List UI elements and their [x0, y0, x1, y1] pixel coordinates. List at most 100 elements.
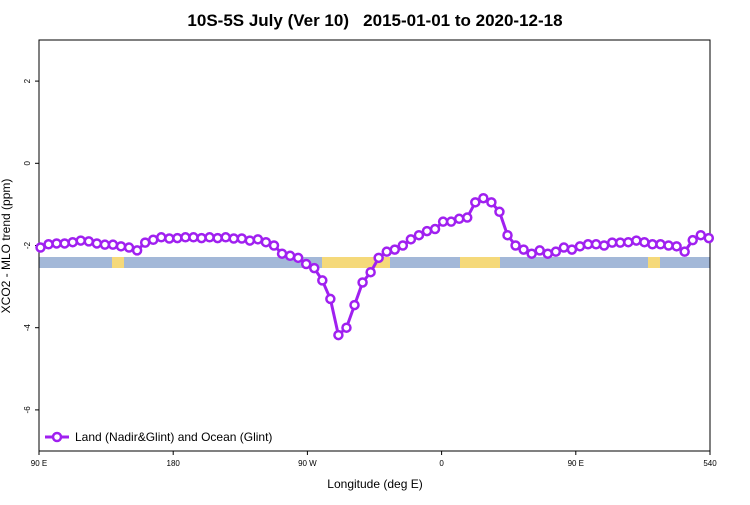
data-point: [180, 232, 191, 243]
data-point: [381, 246, 392, 257]
data-point: [534, 245, 545, 256]
data-point: [598, 240, 610, 251]
data-point: [333, 329, 344, 341]
data-point: [309, 262, 320, 274]
data-point: [510, 240, 521, 251]
data-point: [139, 237, 151, 248]
data-point: [75, 235, 87, 246]
legend-marker: [51, 431, 63, 443]
data-point: [671, 241, 682, 252]
data-point: [461, 212, 473, 223]
data-point: [389, 244, 401, 255]
data-point: [365, 266, 376, 278]
data-point: [397, 240, 409, 251]
land-band: [648, 257, 660, 268]
data-point: [67, 236, 78, 248]
data-point: [518, 244, 529, 255]
data-point: [236, 233, 248, 244]
data-point: [172, 232, 183, 244]
data-point: [107, 239, 119, 250]
data-point: [486, 197, 497, 208]
legend-label: Land (Nadir&Glint) and Ocean (Glint): [75, 430, 272, 444]
data-point: [51, 238, 62, 249]
data-point: [478, 192, 489, 204]
x-tick-label: 540: [703, 459, 717, 468]
data-point: [494, 206, 505, 218]
data-point: [582, 239, 594, 250]
data-point: [35, 242, 46, 253]
data-point: [357, 277, 368, 288]
data-point: [590, 239, 602, 250]
data-point: [341, 322, 352, 333]
data-point: [212, 232, 223, 244]
data-point: [695, 229, 707, 241]
data-point: [413, 229, 425, 241]
y-tick-label: 2: [23, 78, 32, 83]
data-point: [655, 239, 666, 250]
data-point: [437, 216, 449, 227]
data-point: [574, 241, 586, 252]
data-point: [83, 236, 95, 247]
data-point: [156, 232, 167, 243]
x-tick-label: 0: [439, 459, 444, 468]
y-axis-label: XCO2 - MLO trend (ppm): [0, 179, 13, 314]
y-tick-label: 0: [23, 161, 32, 166]
data-point: [550, 246, 562, 257]
data-point: [284, 250, 296, 262]
data-point: [59, 238, 70, 249]
data-point: [542, 248, 554, 259]
data-point: [268, 240, 280, 251]
chart-title: 10S-5S July (Ver 10) 2015-01-01 to 2020-…: [187, 11, 562, 30]
data-point: [115, 241, 127, 252]
data-point: [244, 235, 256, 246]
data-point: [429, 223, 441, 235]
y-tick-label: -4: [23, 324, 32, 332]
data-point: [502, 229, 513, 241]
data-point: [300, 258, 312, 270]
data-point: [292, 252, 304, 264]
land-band: [460, 257, 500, 268]
y-tick-label: -2: [23, 241, 32, 249]
x-tick-label: 90 E: [31, 459, 47, 468]
data-point: [566, 244, 578, 255]
data-point: [164, 233, 175, 244]
data-point: [252, 234, 264, 245]
data-point: [99, 239, 111, 250]
data-point: [43, 239, 54, 250]
x-tick-label: 180: [167, 459, 181, 468]
data-point: [317, 275, 328, 286]
data-point: [679, 246, 690, 257]
data-point: [606, 237, 618, 248]
data-point: [325, 293, 336, 305]
data-point: [91, 238, 103, 249]
data-point: [687, 234, 698, 246]
data-point: [639, 236, 650, 248]
x-tick-label: 90 E: [568, 459, 584, 468]
data-point: [526, 248, 537, 259]
data-point: [647, 239, 658, 250]
x-axis-label: Longitude (deg E): [327, 477, 422, 491]
data-point: [276, 248, 288, 259]
data-point: [614, 237, 626, 248]
data-point: [445, 216, 457, 227]
data-point: [147, 234, 159, 245]
data-point: [196, 232, 207, 244]
data-point: [131, 245, 143, 256]
data-point: [663, 240, 674, 251]
data-point: [228, 233, 239, 244]
data-point: [453, 213, 465, 225]
data-point: [188, 232, 199, 243]
data-point: [220, 232, 231, 243]
data-point: [703, 232, 715, 244]
data-point: [123, 242, 135, 253]
data-point: [631, 235, 642, 246]
data-point: [558, 242, 570, 253]
data-point: [349, 299, 360, 311]
data-point: [260, 236, 272, 248]
y-tick-label: -6: [23, 406, 32, 414]
data-point: [623, 236, 634, 248]
data-point: [373, 252, 384, 264]
x-tick-label: 90 W: [298, 459, 317, 468]
land-band: [112, 257, 124, 268]
